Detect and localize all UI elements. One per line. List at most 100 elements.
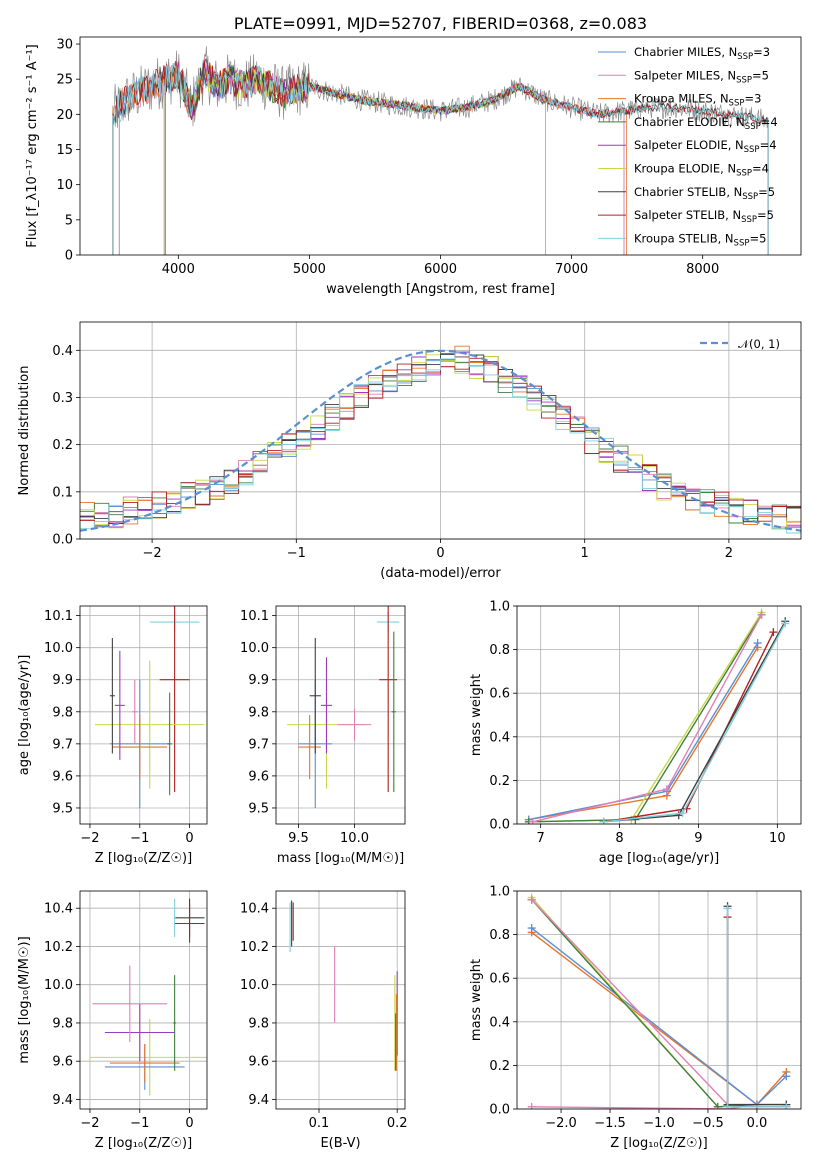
x-tick-label: 2 — [725, 546, 733, 561]
y-tick-label: 9.5 — [52, 801, 73, 816]
grid — [276, 891, 405, 1109]
legend-label-sub: SSP — [742, 192, 758, 202]
mass-weight-marker — [757, 610, 766, 619]
x-tick-label: 7000 — [555, 262, 588, 277]
y-tick-label: 9.6 — [52, 1055, 73, 1070]
x-tick-label: −1.5 — [594, 1116, 626, 1131]
y-tick-label: 0.0 — [489, 818, 510, 833]
y-tick-label: 10.4 — [44, 902, 73, 917]
mass-weight-line — [531, 897, 757, 1108]
y-tick-label: 9.4 — [52, 1093, 73, 1108]
y-tick-label: 0.4 — [489, 1015, 510, 1030]
legend-label: Kroupa STELIB, NSSP=5 — [634, 231, 766, 248]
x-axis-label: (data-model)/error — [380, 566, 501, 581]
y-axis-label: mass weight — [469, 959, 484, 1041]
legend-label-main: Salpeter ELODIE, N — [634, 138, 744, 152]
y-tick-label: 9.4 — [248, 1093, 269, 1108]
legend-label-main: Salpeter MILES, N — [634, 68, 736, 82]
mass-weight-vs-Z-panel: −2.0 −1.5 −1.0 −0.5 0.0 0.0 0.2 0.4 0.6 0.8 1.0 Z [… — [469, 885, 802, 1151]
y-tick-label: 9.8 — [52, 705, 73, 720]
y-tick-label: 0.4 — [489, 730, 510, 745]
mass-weight-marker — [782, 1072, 791, 1081]
y-tick-label: 10 — [56, 178, 73, 193]
x-tick-label: 5000 — [293, 262, 326, 277]
axes-frame — [79, 605, 208, 825]
y-axis-label: Flux [f_λ10⁻¹⁷ erg cm⁻² s⁻¹ A⁻¹] — [25, 44, 40, 248]
model-spectrum-line — [112, 60, 769, 255]
legend-label-tail: =4 — [760, 138, 777, 152]
y-tick-label: 9.6 — [248, 769, 269, 784]
legend-label: Kroupa ELODIE, NSSP=4 — [634, 162, 769, 179]
legend: 𝒩(0, 1) — [700, 337, 780, 351]
legend-label-sub: SSP — [737, 52, 753, 62]
axes-frame — [275, 605, 406, 825]
axes-frame — [275, 890, 406, 1110]
plot-area — [289, 900, 398, 1071]
y-tick-label: 20 — [56, 108, 73, 123]
x-axis-label: Z [log₁₀(Z/Z☉)] — [610, 1136, 707, 1151]
grid — [276, 606, 405, 824]
mass-weight-line — [532, 614, 763, 823]
legend-label-tail: =5 — [752, 68, 769, 82]
y-tick-label: 0.6 — [489, 972, 510, 987]
x-tick-label: 0 — [436, 546, 444, 561]
axes-frame — [516, 605, 802, 825]
y-tick-label: 9.9 — [52, 673, 73, 688]
x-tick-label: 6000 — [424, 262, 457, 277]
legend-label: Salpeter ELODIE, NSSP=4 — [634, 138, 777, 155]
y-tick-label: 9.7 — [248, 737, 269, 752]
y-tick-label: 9.9 — [248, 673, 269, 688]
mass-weight-marker — [782, 1102, 791, 1109]
y-tick-label: 9.7 — [52, 737, 73, 752]
y-tick-label: 0.8 — [489, 928, 510, 943]
x-tick-label: 10.0 — [340, 831, 369, 846]
y-tick-label: 10.2 — [240, 940, 269, 955]
age-vs-Z-panel: −2 −1 0 9.5 9.6 9.7 9.8 9.9 10.0 10.1 Z [log₁₀(Z/Z… — [17, 605, 208, 866]
chart-title: PLATE=0991, MJD=52707, FIBERID=0368, z=0… — [234, 14, 647, 33]
y-tick-label: 0.8 — [489, 643, 510, 658]
legend-label-main: Salpeter STELIB, N — [634, 208, 741, 222]
legend-label: Kroupa MILES, NSSP=3 — [634, 92, 761, 109]
plot-area — [287, 606, 400, 808]
x-tick-label: 9.5 — [288, 831, 309, 846]
y-axis-label: mass [log₁₀(M/M☉)] — [17, 936, 32, 1063]
legend-label-tail: =3 — [753, 45, 770, 59]
legend-label-tail: =3 — [744, 92, 761, 106]
y-tick-label: 0.2 — [489, 1059, 510, 1074]
legend-label: Salpeter STELIB, NSSP=5 — [634, 208, 774, 225]
y-tick-label: 0.1 — [52, 485, 73, 500]
y-tick-label: 0.4 — [52, 344, 73, 359]
x-tick-label: −2 — [143, 546, 162, 561]
mass-weight-line — [531, 899, 757, 1108]
legend-label-sub: SSP — [745, 122, 761, 132]
mass-weight-marker — [723, 904, 732, 913]
mass-weight-vs-age-panel: 7 8 9 10 0.0 0.2 0.4 0.6 0.8 1.0 age [log₁₀(age/yr… — [469, 600, 802, 866]
y-tick-label: 10.1 — [240, 609, 269, 624]
y-tick-label: 10.0 — [240, 641, 269, 656]
legend-label-main: Chabrier STELIB, N — [634, 185, 742, 199]
y-tick-label: 1.0 — [489, 885, 510, 900]
mass-weight-line — [531, 899, 729, 1106]
mass-weight-marker — [769, 628, 778, 637]
mass-vs-Z-panel: −2 −1 0 9.4 9.6 9.8 10.0 10.2 10.4 Z [log₁₀(Z/Z☉)… — [17, 890, 208, 1151]
legend-label: Chabrier MILES, NSSP=3 — [634, 45, 770, 62]
legend-label-tail: =4 — [761, 115, 778, 129]
x-axis-label: Z [log₁₀(Z/Z☉)] — [95, 851, 192, 866]
plot-area — [524, 608, 790, 824]
mass-weight-marker — [713, 1102, 722, 1109]
y-tick-label: 10.0 — [44, 978, 73, 993]
x-tick-label: 4000 — [162, 262, 195, 277]
legend-label-tail: =4 — [752, 162, 769, 176]
x-tick-label: 0.1 — [309, 1116, 330, 1131]
age-vs-mass-panel: 9.5 10.0 9.5 9.6 9.7 9.8 9.9 10.0 10.1 mass [log₁… — [240, 605, 406, 866]
y-tick-label: 9.6 — [52, 769, 73, 784]
mass-weight-marker — [753, 639, 762, 648]
y-tick-label: 15 — [56, 143, 73, 158]
legend-label-tail: =5 — [749, 231, 766, 245]
x-tick-label: 10 — [769, 831, 786, 846]
plot-area — [80, 345, 801, 534]
x-tick-label: 0 — [185, 1116, 193, 1131]
x-tick-label: 0.0 — [747, 1116, 768, 1131]
y-axis-label: age [log₁₀(age/yr)] — [17, 655, 32, 776]
